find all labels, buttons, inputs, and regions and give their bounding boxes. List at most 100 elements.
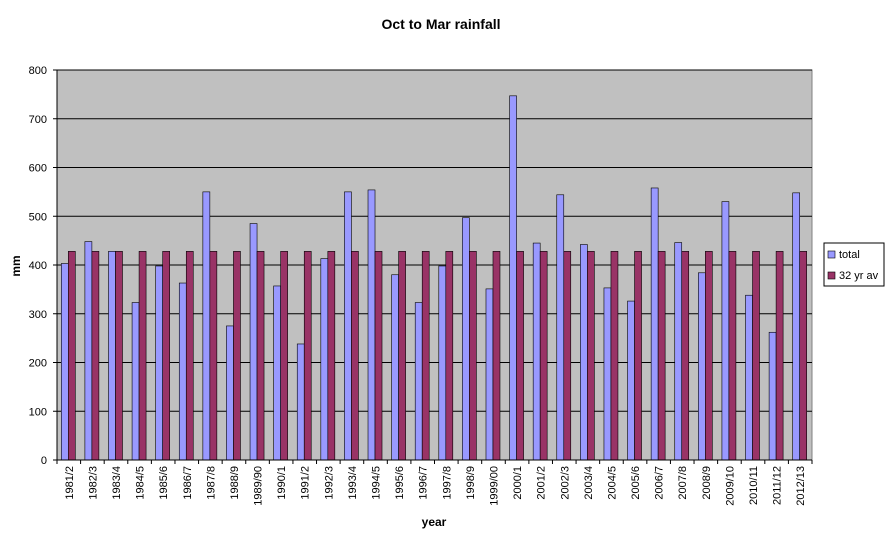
x-tick-label: 1991/2: [300, 466, 312, 500]
bar-32-yr-av: [469, 251, 477, 461]
bar-32-yr-av: [705, 251, 713, 461]
x-tick-label: 2010/11: [748, 466, 760, 505]
bar-total: [178, 282, 187, 461]
y-tick-label: 300: [29, 309, 47, 321]
bar-total: [627, 300, 635, 461]
x-tick-label: 1992/3: [323, 466, 335, 500]
bar-32-yr-av: [610, 251, 619, 461]
x-tick-label: 1994/5: [371, 466, 383, 500]
bar-total: [509, 95, 517, 461]
legend: total 32 yr av: [823, 242, 885, 287]
bar-total: [108, 251, 116, 461]
bar-total: [249, 223, 258, 461]
legend-label: total: [839, 249, 860, 261]
bar-32-yr-av: [91, 251, 100, 461]
bar-32-yr-av: [587, 251, 595, 461]
bar-32-yr-av: [351, 251, 359, 461]
bar-32-yr-av: [681, 251, 690, 461]
x-tick-label: 2012/13: [795, 466, 807, 506]
x-tick-label: 2006/7: [654, 466, 666, 500]
x-tick-label: 2000/1: [512, 466, 524, 500]
y-axis-label: mm: [9, 255, 23, 276]
bar-total: [650, 187, 659, 461]
bar-total: [745, 294, 753, 461]
y-tick-label: 700: [29, 114, 47, 126]
bar-total: [532, 242, 541, 461]
bar-total: [792, 192, 801, 461]
bar-32-yr-av: [209, 251, 218, 461]
x-tick-label: 1990/1: [276, 466, 288, 500]
x-tick-label: 1993/4: [347, 466, 359, 500]
legend-label: 32 yr av: [839, 270, 879, 282]
bar-total: [226, 325, 234, 461]
bar-total: [296, 343, 305, 461]
x-tick-label: 2008/9: [701, 466, 713, 500]
bar-32-yr-av: [233, 251, 241, 461]
legend-swatch: [827, 271, 836, 280]
x-tick-label: 1999/00: [488, 466, 500, 506]
bar-total: [131, 302, 140, 461]
bar-32-yr-av: [445, 251, 454, 461]
x-tick-label: 1989/90: [253, 466, 265, 506]
bar-total: [485, 288, 494, 461]
x-tick-label: 1981/2: [64, 466, 76, 500]
y-tick-label: 400: [29, 260, 47, 272]
bar-total: [603, 287, 612, 461]
bar-total: [698, 272, 706, 461]
y-tick-label: 200: [29, 358, 47, 370]
x-tick-label: 1984/5: [135, 466, 147, 500]
bar-total: [462, 217, 470, 461]
bars: [60, 95, 808, 461]
bar-total: [320, 258, 329, 461]
bar-32-yr-av: [327, 251, 336, 461]
x-tick-label: 2011/12: [772, 466, 784, 505]
x-tick-label: 1986/7: [182, 466, 194, 500]
bar-32-yr-av: [138, 251, 147, 461]
x-tick-label: 1997/8: [441, 466, 453, 500]
y-tick-label: 600: [29, 163, 47, 175]
bar-32-yr-av: [162, 251, 170, 461]
bar-32-yr-av: [67, 251, 76, 461]
x-axis-label: year: [422, 515, 447, 529]
bar-total: [273, 285, 281, 461]
bar-32-yr-av: [374, 251, 383, 461]
bar-32-yr-av: [799, 251, 808, 461]
x-tick-label: 1995/6: [394, 466, 406, 500]
bar-total: [391, 274, 399, 461]
x-tick-label: 2009/10: [724, 466, 736, 506]
bar-32-yr-av: [752, 251, 760, 461]
x-tick-label: 1983/4: [111, 466, 123, 500]
x-tick-label: 1996/7: [418, 466, 430, 500]
bar-total: [768, 331, 777, 461]
x-tick-label: 2007/8: [677, 466, 689, 500]
bar-total: [721, 201, 730, 461]
bar-32-yr-av: [303, 251, 312, 461]
bar-32-yr-av: [185, 251, 194, 461]
bar-total: [344, 191, 352, 461]
x-axis-ticks: 1981/2 1982/3 1983/4 1984/5 1985/6 1986/7 1987…: [56, 460, 813, 506]
bar-total: [60, 263, 69, 461]
bar-32-yr-av: [563, 251, 572, 461]
x-tick-label: 2005/6: [630, 466, 642, 500]
bar-32-yr-av: [256, 251, 265, 461]
legend-swatch: [827, 250, 836, 259]
y-tick-label: 800: [29, 65, 47, 77]
bar-total: [84, 241, 93, 461]
bar-32-yr-av: [539, 251, 548, 461]
bar-total: [580, 244, 588, 461]
bar-total: [556, 194, 565, 461]
x-tick-label: 1985/6: [158, 466, 170, 500]
bar-32-yr-av: [775, 251, 784, 461]
y-tick-label: 0: [41, 455, 47, 467]
bar-32-yr-av: [115, 251, 123, 461]
x-tick-label: 2003/4: [583, 466, 595, 500]
x-tick-label: 2002/3: [559, 466, 571, 500]
x-tick-label: 1988/9: [229, 466, 241, 500]
bar-32-yr-av: [516, 251, 524, 461]
bar-32-yr-av: [657, 251, 666, 461]
bar-32-yr-av: [421, 251, 430, 461]
bar-total: [438, 265, 447, 461]
y-tick-label: 100: [29, 406, 47, 418]
bar-total: [674, 242, 683, 461]
